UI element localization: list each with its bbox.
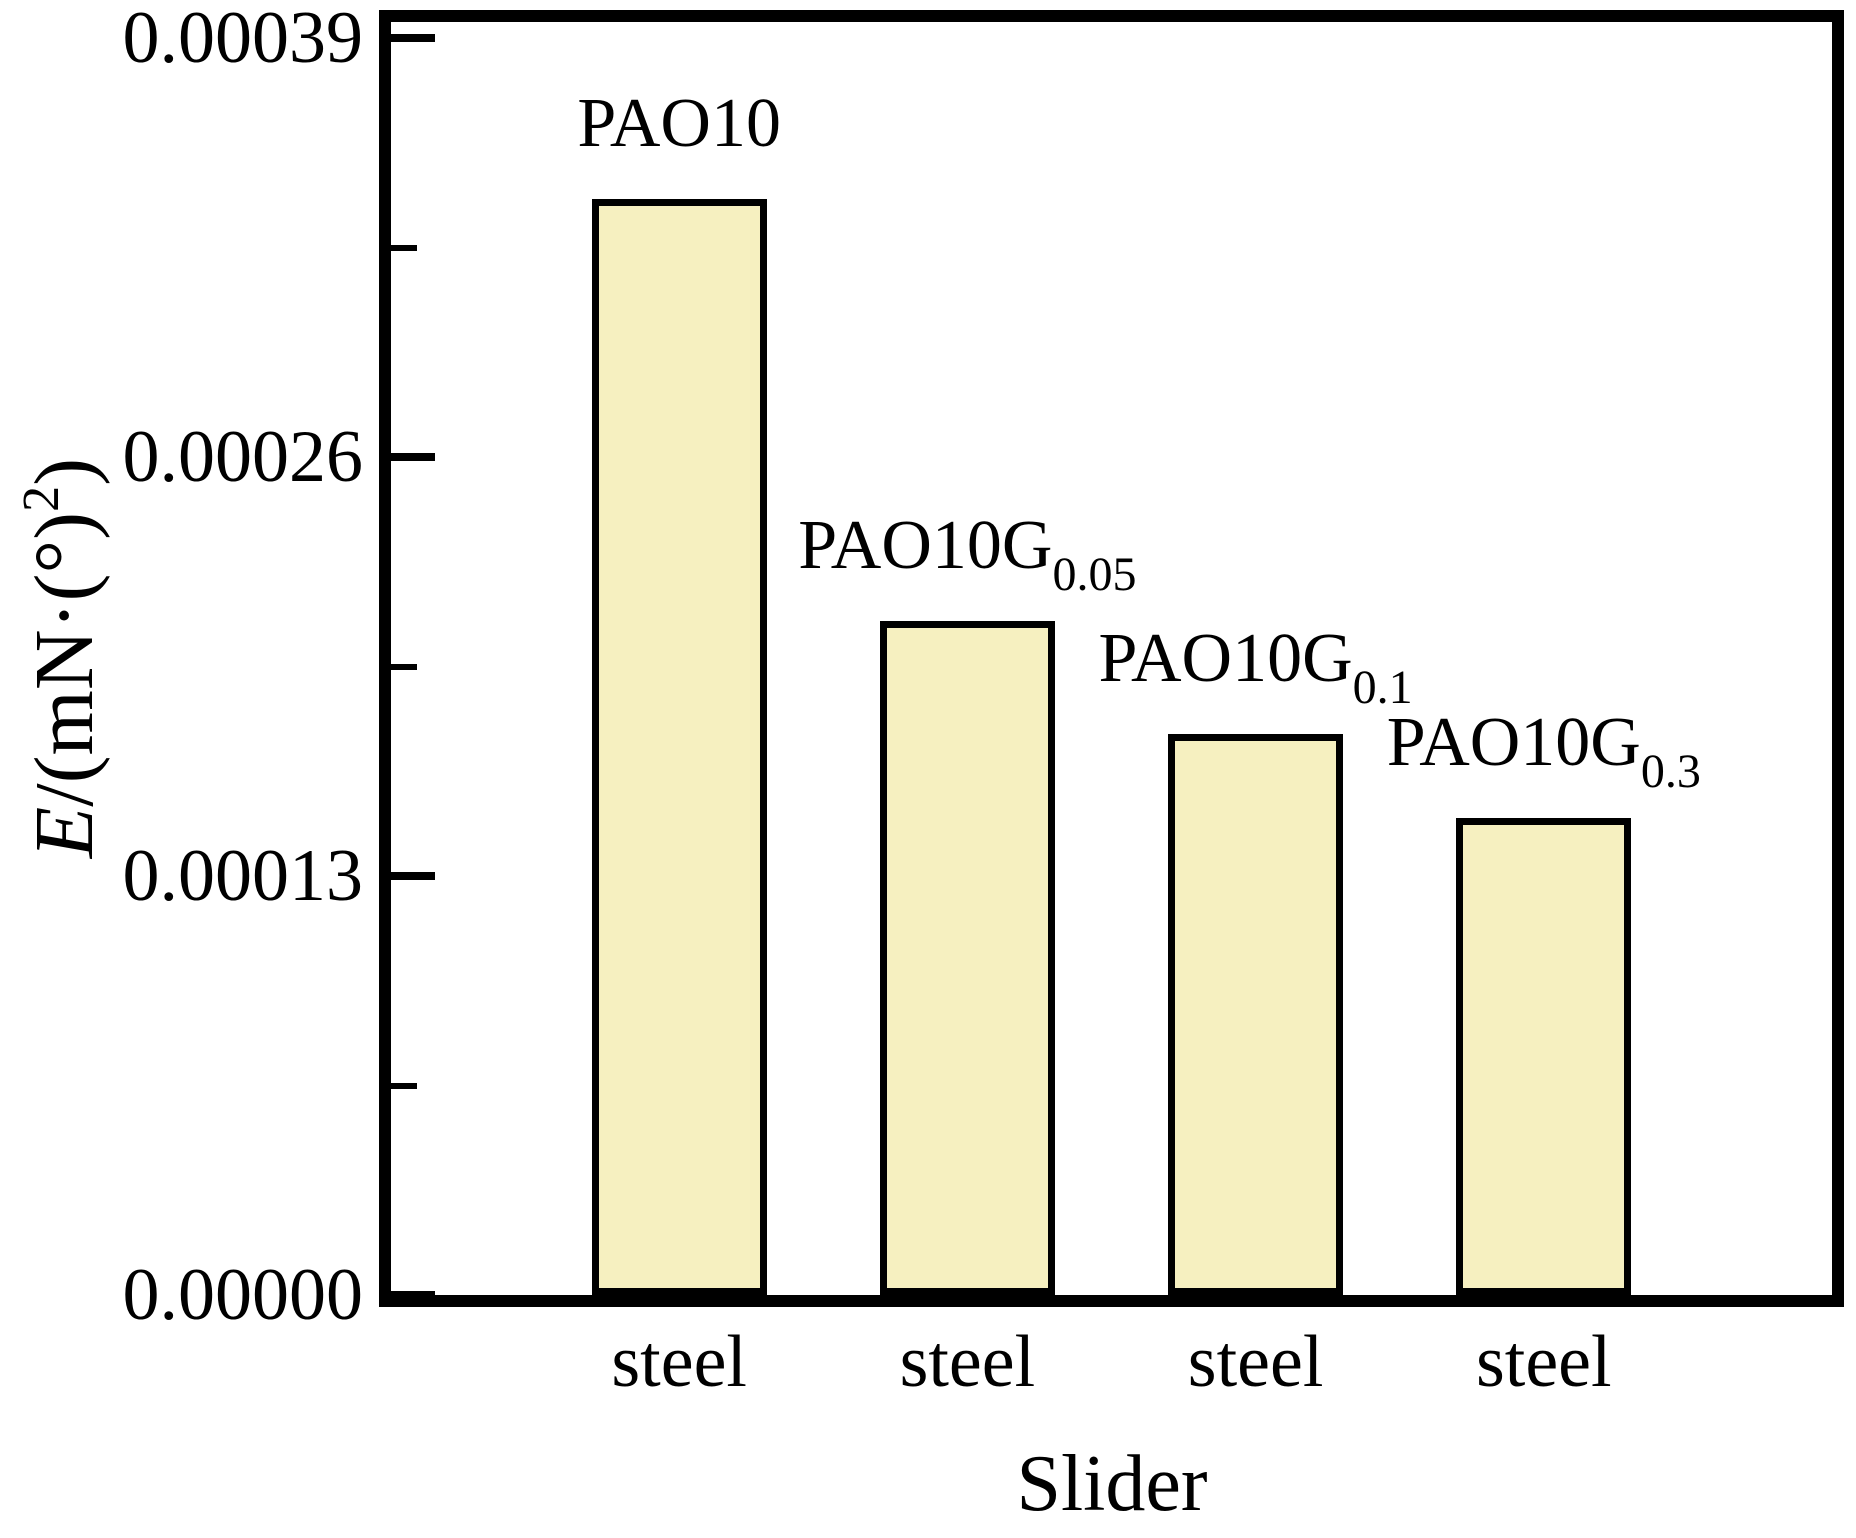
plot-area (379, 10, 1844, 1307)
y-major-tick (391, 872, 435, 881)
y-minor-tick (391, 1082, 417, 1089)
x-tick-label-0: steel (611, 1321, 747, 1403)
y-tick-label-1: 0.00013 (122, 835, 364, 918)
y-tick-label-2: 0.00026 (122, 416, 364, 499)
bar-annotation-3: PAO10G0.3 (1386, 704, 1701, 799)
x-axis-title: Slider (1016, 1440, 1208, 1528)
bar-pao10 (591, 199, 767, 1295)
bar-annotation-2: PAO10G0.1 (1098, 620, 1413, 715)
y-minor-tick (391, 244, 417, 251)
bar-annotation-1: PAO10G0.05 (798, 507, 1137, 602)
y-tick-label-3: 0.00039 (122, 0, 364, 80)
x-tick-label-3: steel (1475, 1321, 1612, 1403)
bar-annotation-0: PAO10 (577, 85, 781, 163)
bar-pao10g01 (1168, 734, 1344, 1295)
y-axis-unit: /(mN·(°) (18, 511, 111, 807)
y-major-tick (391, 1291, 435, 1295)
y-tick-label-0: 0.00000 (122, 1254, 364, 1336)
bar-pao10g03 (1456, 818, 1632, 1295)
y-major-tick (391, 34, 435, 43)
x-tick-label-1: steel (899, 1321, 1036, 1403)
x-tick-label-2: steel (1187, 1321, 1324, 1403)
y-major-tick (391, 453, 435, 462)
bar-pao10g005 (879, 621, 1055, 1295)
y-minor-tick (391, 663, 417, 670)
